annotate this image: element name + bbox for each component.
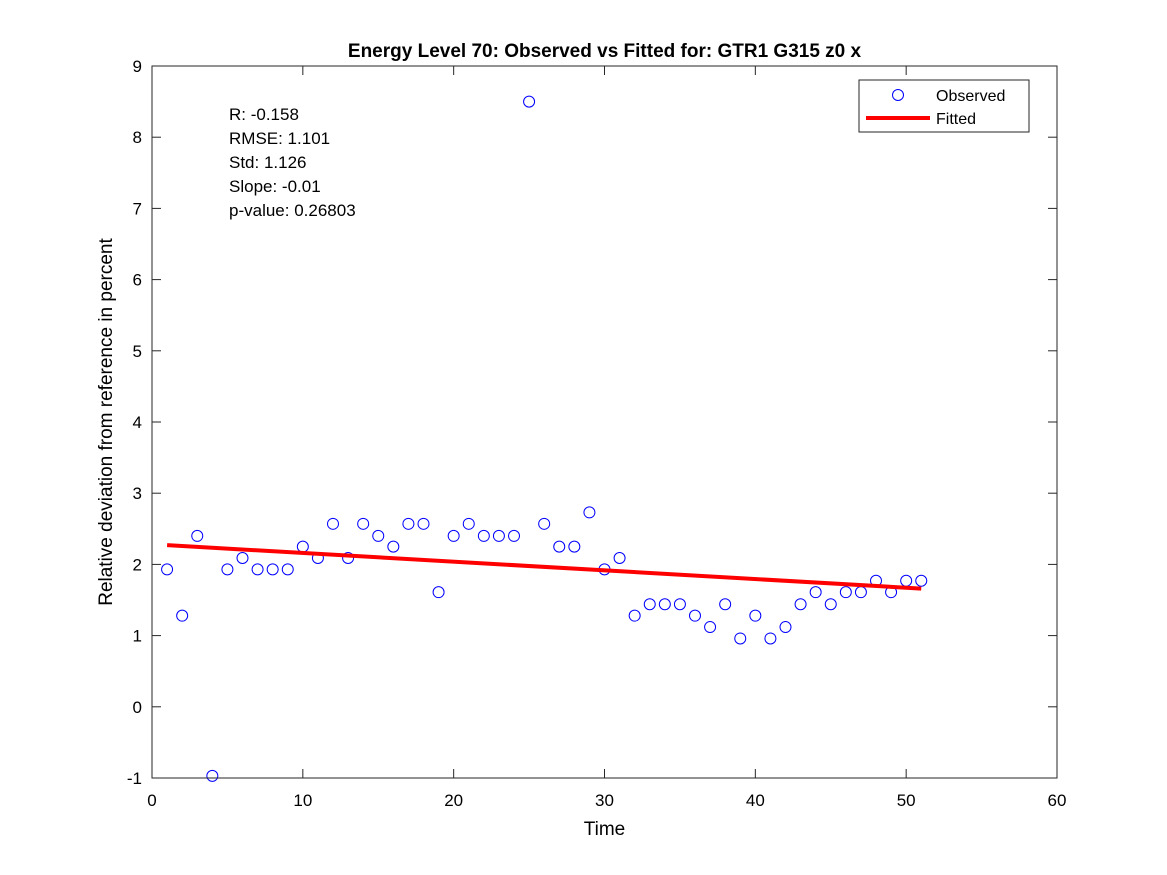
- stat-slope: Slope: -0.01: [229, 177, 321, 196]
- observed-point: [779, 621, 792, 634]
- observed-point: [266, 563, 279, 576]
- observed-point: [492, 529, 505, 542]
- observed-point: [236, 551, 249, 564]
- observed-point: [161, 563, 174, 576]
- y-tick-label: 6: [133, 271, 142, 290]
- observed-point: [613, 551, 626, 564]
- observed-point: [689, 609, 701, 622]
- x-tick-label: 40: [746, 791, 765, 810]
- observed-point: [568, 540, 581, 553]
- observed-point: [176, 609, 189, 622]
- observed-point: [583, 506, 596, 519]
- observed-point: [538, 517, 551, 530]
- x-tick-label: 10: [293, 791, 312, 810]
- y-tick-label: 5: [133, 342, 142, 361]
- y-tick-label: 1: [133, 627, 142, 646]
- legend-fitted-label: Fitted: [936, 111, 976, 128]
- fitted-line: [166, 543, 922, 591]
- observed-point: [327, 517, 339, 530]
- observed-point: [387, 540, 400, 553]
- observed-point: [794, 598, 807, 611]
- stat-p-value: p-value: 0.26803: [229, 201, 356, 220]
- observed-point: [417, 517, 430, 530]
- observed-point: [553, 540, 566, 553]
- observed-point: [251, 563, 264, 576]
- x-tick-label: 50: [897, 791, 916, 810]
- stat-rmse: RMSE: 1.101: [229, 129, 330, 148]
- observed-point: [342, 551, 355, 564]
- observed-point: [402, 517, 415, 530]
- y-tick-label: 7: [133, 199, 142, 218]
- y-tick-label: 0: [133, 698, 142, 717]
- observed-point: [462, 517, 475, 530]
- observed-point: [643, 598, 656, 611]
- x-tick-label: 30: [595, 791, 614, 810]
- observed-point: [673, 598, 686, 611]
- observed-point: [719, 598, 732, 611]
- y-tick-label: 3: [133, 484, 142, 503]
- legend[interactable]: Observed Fitted: [858, 79, 1030, 133]
- observed-point: [628, 609, 641, 622]
- observed-point: [523, 95, 536, 108]
- chart-title: Energy Level 70: Observed vs Fitted for:…: [348, 41, 862, 62]
- y-tick-label: 2: [133, 555, 142, 574]
- x-tick-label: 20: [444, 791, 463, 810]
- observed-point: [372, 529, 385, 542]
- observed-point: [915, 574, 928, 587]
- legend-observed-marker: [892, 89, 904, 101]
- observed-point: [749, 609, 762, 622]
- y-tick-label: 9: [133, 57, 142, 76]
- stats-annotation: R: -0.158 RMSE: 1.101 Std: 1.126 Slope: …: [229, 105, 356, 220]
- y-axis-label: Relative deviation from reference in per…: [96, 238, 117, 606]
- observed-point: [734, 632, 747, 645]
- x-tick-label: 60: [1048, 791, 1067, 810]
- plot-area: [152, 66, 1057, 778]
- observed-point: [477, 529, 490, 542]
- observed-point: [764, 632, 777, 645]
- y-tick-label: 8: [133, 128, 142, 147]
- y-tick-label: 4: [133, 413, 142, 432]
- legend-observed-label: Observed: [936, 88, 1005, 105]
- legend-box: [858, 79, 1030, 133]
- observed-point: [432, 586, 445, 599]
- observed-point: [809, 586, 822, 599]
- observed-point: [191, 529, 204, 542]
- observed-point: [839, 586, 852, 599]
- stat-std: Std: 1.126: [229, 153, 307, 172]
- x-tick-label: 0: [147, 791, 156, 810]
- observed-point: [447, 529, 460, 542]
- stat-r: R: -0.158: [229, 105, 299, 124]
- observed-point: [508, 529, 520, 542]
- y-tick-label: -1: [127, 769, 142, 788]
- observed-point: [281, 563, 294, 576]
- x-axis-label: Time: [584, 819, 626, 840]
- observed-point: [824, 598, 837, 611]
- ticks-layer: 0 10 20 30 40 50 60 -1 0 1 2 3 4 5 6 7 8 9: [127, 57, 1067, 810]
- series-layer: [161, 95, 928, 782]
- observed-point: [658, 598, 671, 611]
- observed-point: [221, 563, 234, 576]
- observed-point: [704, 621, 717, 634]
- observed-point: [206, 769, 219, 782]
- observed-point: [357, 517, 370, 530]
